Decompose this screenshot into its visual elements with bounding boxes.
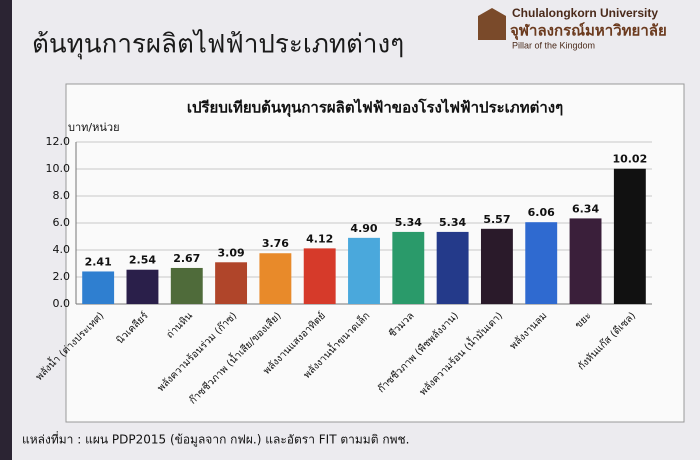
- value-label: 6.34: [572, 202, 599, 215]
- bar: [215, 262, 248, 304]
- y-tick-label: 2.0: [53, 270, 71, 283]
- y-tick-label: 4.0: [53, 243, 71, 256]
- logo-th: จุฬาลงกรณ์มหาวิทยาลัย: [510, 22, 667, 41]
- bar: [170, 267, 203, 304]
- value-label: 5.34: [439, 216, 466, 229]
- value-label: 10.02: [612, 153, 647, 166]
- bar: [525, 222, 558, 304]
- bar: [480, 228, 513, 304]
- value-label: 5.34: [395, 216, 422, 229]
- value-label: 4.90: [350, 222, 377, 235]
- bar: [436, 231, 469, 304]
- value-label: 5.57: [483, 213, 510, 226]
- bar: [392, 231, 425, 304]
- y-tick-label: 0.0: [53, 297, 71, 310]
- bar: [569, 218, 602, 304]
- value-label: 4.12: [306, 232, 333, 245]
- y-tick-label: 10.0: [46, 162, 71, 175]
- bar: [126, 269, 159, 304]
- value-label: 3.76: [262, 237, 289, 250]
- y-tick-label: 6.0: [53, 216, 71, 229]
- bar: [259, 253, 292, 304]
- bar: [613, 168, 646, 304]
- logo-en: Chulalongkorn University: [512, 6, 658, 20]
- y-tick-label: 8.0: [53, 189, 71, 202]
- logo-tagline: Pillar of the Kingdom: [512, 40, 595, 50]
- value-label: 2.67: [173, 252, 200, 265]
- value-label: 2.41: [85, 255, 112, 268]
- bar: [82, 271, 115, 304]
- value-label: 2.54: [129, 254, 156, 267]
- y-tick-label: 12.0: [46, 135, 71, 148]
- chart-title: เปรียบเทียบต้นทุนการผลิตไฟฟ้าของโรงไฟฟ้า…: [187, 98, 563, 118]
- value-label: 3.09: [218, 246, 245, 259]
- logo-emblem: [478, 8, 506, 40]
- bar: [348, 237, 380, 304]
- y-axis-label: บาท/หน่วย: [68, 121, 120, 134]
- slide-title: ต้นทุนการผลิตไฟฟ้าประเภทต่างๆ: [32, 29, 404, 60]
- value-label: 6.06: [528, 206, 555, 219]
- logo: Chulalongkorn University จุฬาลงกรณ์มหาวิ…: [478, 6, 667, 50]
- source-note: แหล่งที่มา : แผน PDP2015 (ข้อมูลจาก กฟผ.…: [22, 431, 409, 448]
- bar: [303, 248, 336, 304]
